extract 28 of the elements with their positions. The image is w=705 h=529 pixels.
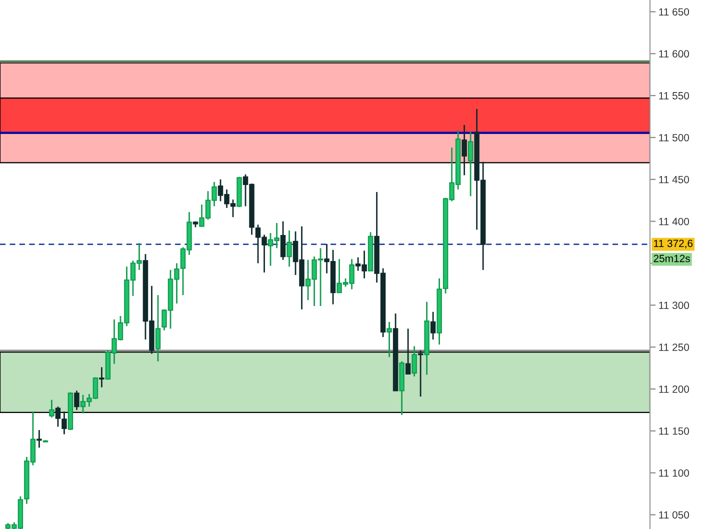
candlestick	[99, 366, 104, 388]
candlestick	[412, 346, 417, 378]
y-tick-label: 11 150	[659, 427, 690, 435]
y-tick-label: 11 600	[659, 50, 690, 58]
y-tick-label: 11 300	[659, 302, 690, 310]
candlestick	[286, 230, 292, 268]
y-tick-label: 11 400	[659, 218, 690, 226]
candlestick	[418, 350, 424, 398]
candlestick	[74, 390, 80, 411]
y-tick-label: 11 050	[659, 511, 690, 519]
y-tick-label: 11 100	[659, 469, 690, 477]
candlestick	[405, 328, 411, 375]
candlestick	[280, 220, 286, 261]
candlestick	[386, 321, 392, 358]
ref-line-label: 11 372,6	[654, 240, 693, 248]
text: 25m12s	[654, 254, 690, 262]
candlestick	[49, 399, 54, 418]
candlestick	[36, 429, 42, 448]
y-tick-label: 11 500	[659, 134, 690, 142]
y-tick-label: 11 550	[659, 92, 690, 100]
candlestick	[462, 124, 467, 176]
y-tick-label: 11 250	[659, 344, 690, 351]
y-tick-label: 11 650	[659, 8, 690, 16]
y-tick-label: 11 450	[659, 176, 690, 184]
y-tick-label: 11 200	[659, 385, 690, 393]
candlestick	[155, 294, 161, 362]
candlestick	[468, 130, 474, 197]
candlestick	[430, 311, 436, 340]
